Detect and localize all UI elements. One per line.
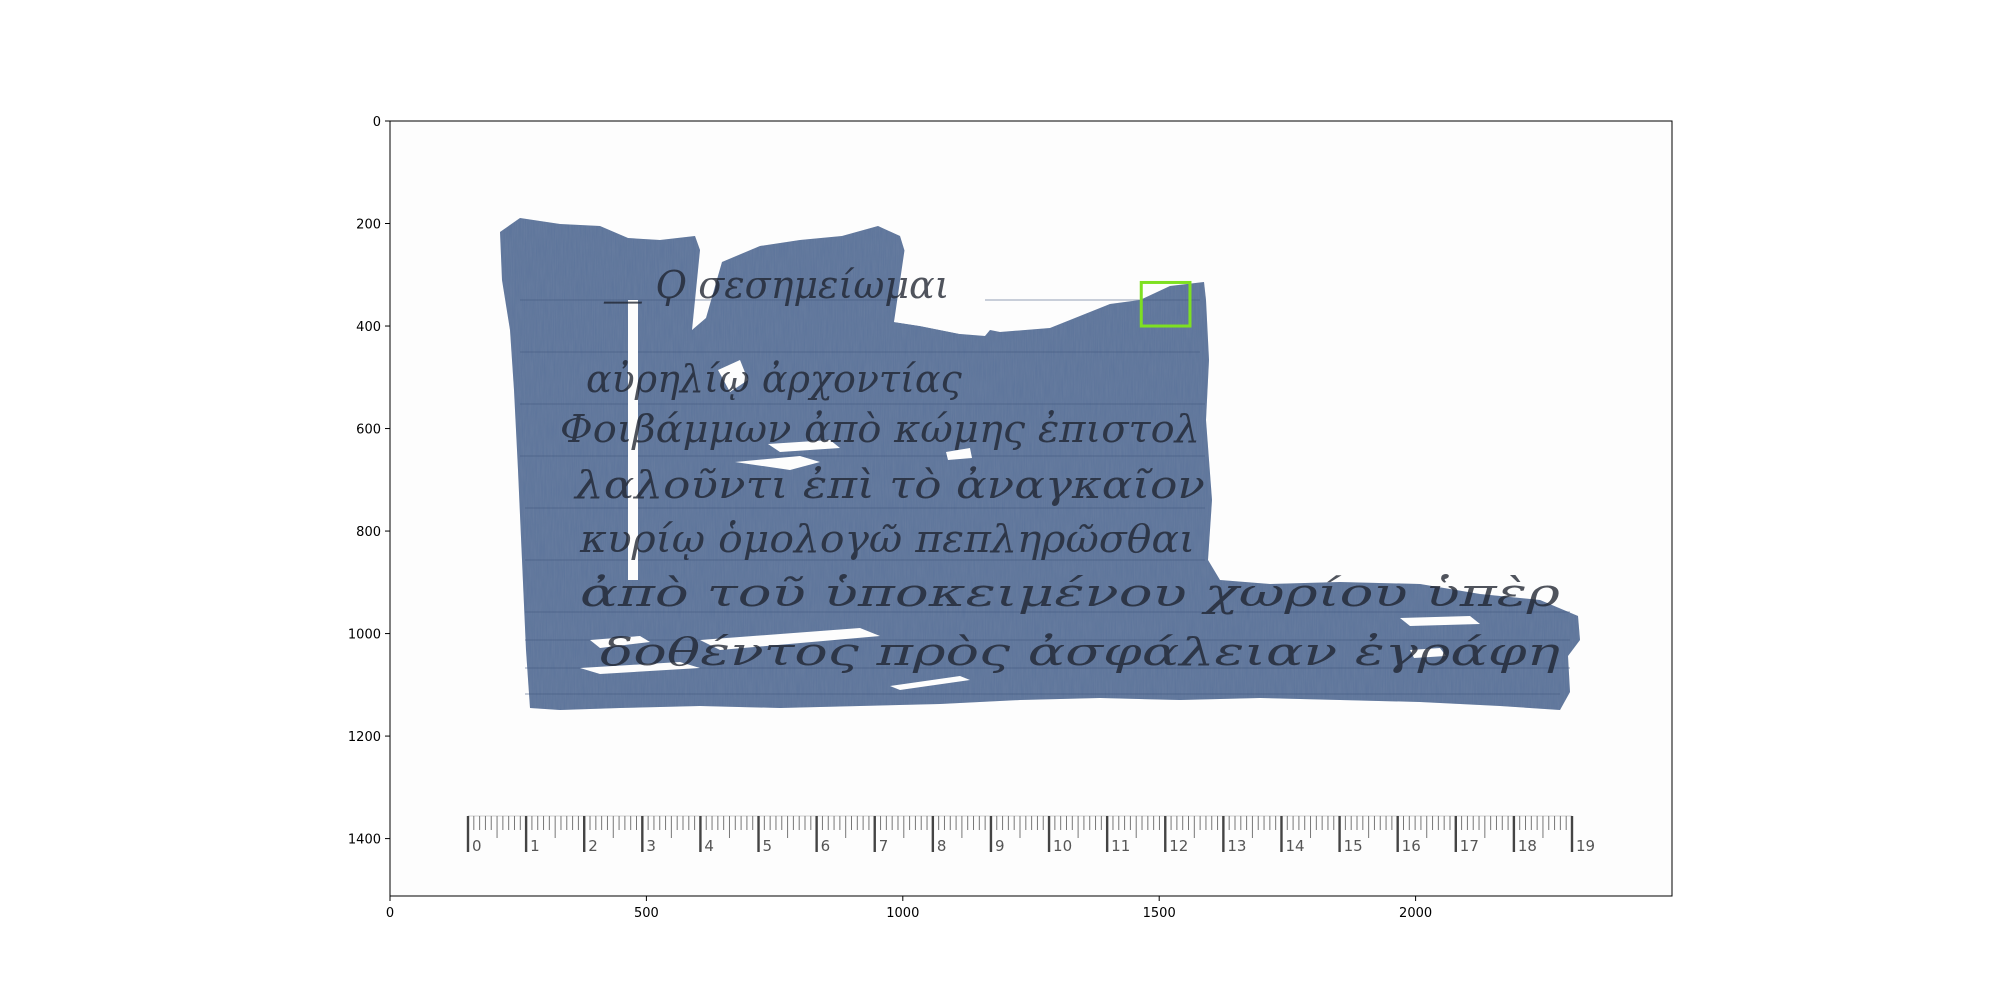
y-tick-label: 1400 [348, 833, 381, 848]
y-tick-label: 600 [356, 423, 381, 438]
ruler-number: 6 [821, 837, 831, 855]
ruler-number: 3 [646, 837, 656, 855]
ruler-number: 13 [1227, 837, 1246, 855]
ruler-number: 16 [1402, 837, 1421, 855]
x-tick-label: 1500 [1143, 906, 1176, 921]
image-axes: ⸏ Ϙ σεσημείωμαι αὐρηλίῳ ἀρχοντίας Φοιβάμ… [348, 115, 1673, 921]
y-tick-label: 400 [356, 320, 381, 335]
x-axis: 0 500 1000 1500 2000 [386, 896, 1432, 921]
y-tick-label: 200 [356, 218, 381, 233]
papyrus-image: ⸏ Ϙ σεσημείωμαι αὐρηλίῳ ἀρχοντίας Φοιβάμ… [466, 218, 1595, 855]
papyrus-line-2: αὐρηλίῳ ἀρχοντίας [586, 357, 963, 401]
papyrus-line-4: λαλοῦντι ἐπὶ τὸ ἀναγκαῖον [573, 463, 1205, 507]
highlight-box [1139, 280, 1192, 328]
papyrus-gap [894, 240, 985, 334]
ruler-number: 5 [763, 837, 773, 855]
x-tick-label: 500 [634, 906, 659, 921]
y-tick-label: 1000 [348, 628, 381, 643]
papyrus-line-1: ⸏ Ϙ σεσημείωμαι [603, 263, 950, 307]
y-tick-label: 1200 [348, 730, 381, 745]
ruler-number: 18 [1518, 837, 1537, 855]
y-axis: 0 200 400 600 800 1000 1200 1400 [348, 115, 390, 848]
ruler-number: 11 [1111, 837, 1130, 855]
ruler-number: 19 [1576, 837, 1595, 855]
y-tick-label: 0 [373, 115, 381, 130]
ruler-number: 8 [937, 837, 947, 855]
papyrus-line-6: ἀπὸ τοῦ ὑποκειμένου χωρίου ὑπὲρ [580, 571, 1561, 615]
ruler-number: 12 [1169, 837, 1188, 855]
ruler-number: 7 [879, 837, 889, 855]
x-tick-label: 0 [386, 906, 394, 921]
papyrus-line-3: Φοιβάμμων ἀπὸ κώμης ἐπιστολ [560, 407, 1200, 451]
axes-frame [389, 120, 1673, 897]
ruler-number: 10 [1053, 837, 1072, 855]
ruler-number: 0 [472, 837, 482, 855]
x-tick-label: 1000 [886, 906, 919, 921]
ruler-number: 15 [1344, 837, 1363, 855]
ruler-number: 2 [588, 837, 598, 855]
papyrus-line-7: δοθέντος πρὸς ἀσφάλειαν ἐγράφη [600, 630, 1560, 674]
papyrus-text: ⸏ Ϙ σεσημείωμαι αὐρηλίῳ ἀρχοντίας Φοιβάμ… [560, 263, 1561, 674]
x-tick-label: 2000 [1399, 906, 1432, 921]
y-tick-label: 800 [356, 525, 381, 540]
ruler-number: 14 [1285, 837, 1304, 855]
ruler-number: 17 [1460, 837, 1479, 855]
papyrus-holes [580, 300, 1480, 690]
measurement-ruler: 0 1 2 3 4 5 6 7 8 9 10 11 12 13 14 15 16 17 18 19 [466, 815, 1595, 855]
ruler-number: 4 [704, 837, 714, 855]
ruler-number: 9 [995, 837, 1005, 855]
ruler-number: 1 [530, 837, 540, 855]
papyrus-line-5: κυρίῳ ὁμολογῶ πεπληρῶσθαι [579, 517, 1195, 561]
